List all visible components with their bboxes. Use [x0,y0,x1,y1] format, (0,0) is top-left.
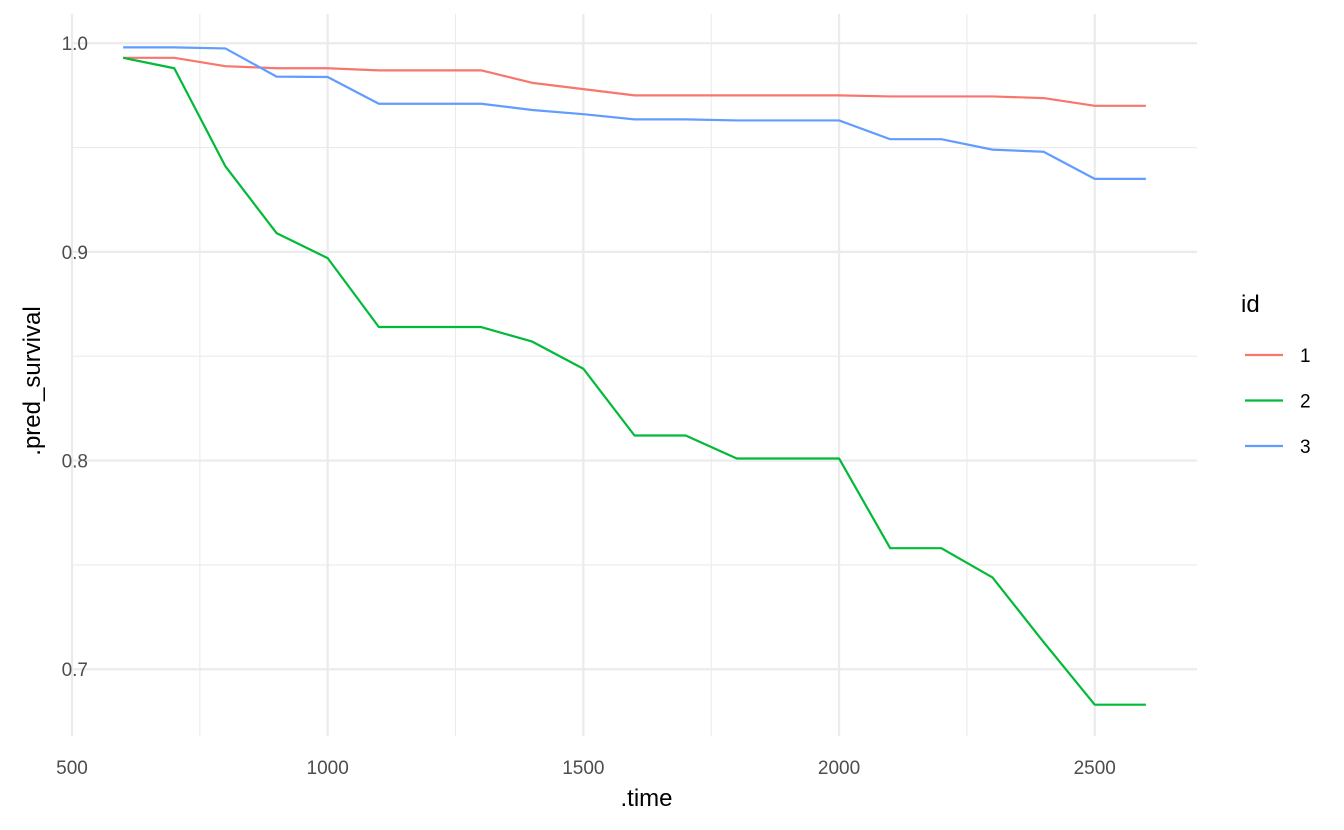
x-tick-label: 1500 [562,758,604,779]
legend-label-3: 3 [1300,437,1311,458]
y-axis-ticks: 0.7 0.8 0.9 1.0 [62,34,88,681]
legend-label-2: 2 [1300,392,1311,413]
legend-items: 1 2 3 [1245,346,1311,458]
x-axis-title: .time [620,785,672,812]
series-line-3 [123,46,1146,180]
y-tick-label: 1.0 [62,34,88,55]
x-tick-label: 500 [56,758,88,779]
x-tick-label: 2500 [1074,758,1116,779]
minor-gridlines [72,14,1197,736]
legend-title: id [1241,291,1260,318]
series-lines [122,46,1146,706]
series-line-1 [123,56,1146,107]
x-axis-ticks: 500 1000 1500 2000 2500 [56,758,1116,779]
legend-label-1: 1 [1300,346,1311,367]
y-tick-label: 0.7 [62,660,88,681]
y-tick-label: 0.9 [62,243,88,264]
major-gridlines [70,14,1197,736]
x-tick-label: 2000 [818,758,860,779]
series-line-2 [122,56,1146,706]
y-axis-title: .pred_survival [19,306,46,455]
y-tick-label: 0.8 [62,452,88,473]
legend: id 1 2 3 [1241,291,1311,458]
x-tick-label: 1000 [307,758,349,779]
